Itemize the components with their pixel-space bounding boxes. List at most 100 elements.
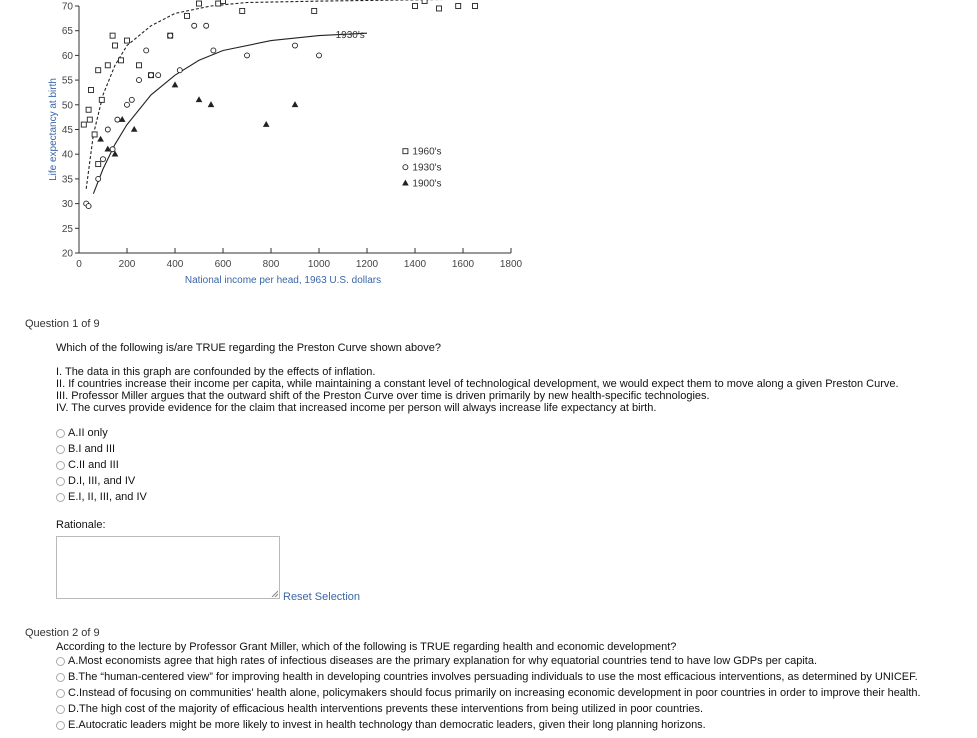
y-tick-label: 30 [62, 199, 74, 210]
point-triangle [262, 120, 270, 127]
point-circle [292, 42, 298, 49]
question-2-header: Question 2 of 9 [25, 627, 100, 639]
preston-curve-chart: 20 25 30 35 40 45 50 55 60 65 70 0 200 400 600 800 1000 1… [40, 0, 540, 290]
chart-legend: 1960's 1930's 1900's [402, 147, 442, 190]
x-tick-label: 600 [215, 259, 232, 270]
point-square [98, 96, 105, 103]
legend-marker-circle [402, 164, 409, 171]
point-circle [85, 203, 92, 210]
point-square [215, 0, 222, 7]
radio-button[interactable] [56, 428, 65, 438]
point-square [436, 5, 442, 12]
question-1-header: Question 1 of 9 [25, 318, 100, 330]
legend-label: 1930's [412, 163, 441, 174]
x-tick-label: 1400 [404, 259, 427, 270]
point-circle [155, 72, 162, 79]
point-square [95, 67, 102, 74]
q1-option-d[interactable]: D.I, III, and IV [56, 475, 135, 487]
q2-option-b[interactable]: B.The “human-centered view” for improvin… [56, 671, 918, 683]
y-tick-label: 35 [62, 174, 74, 185]
q2-option-a[interactable]: A.Most economists agree that high rates … [56, 655, 817, 667]
point-square [85, 106, 92, 113]
rationale-textarea[interactable] [56, 536, 280, 599]
option-label: E.I, II, III, and IV [68, 491, 147, 503]
x-tick-label: 0 [76, 259, 82, 270]
point-circle [114, 116, 121, 123]
resize-grip-icon[interactable] [271, 590, 278, 597]
statement-4: IV. The curves provide evidence for the … [56, 402, 657, 414]
curve-label: 1930's [336, 30, 365, 41]
x-tick-label: 1800 [500, 259, 523, 270]
point-circle [95, 175, 102, 182]
radio-button[interactable] [56, 720, 65, 730]
point-circle [128, 96, 135, 103]
y-tick-label: 50 [62, 100, 74, 111]
reset-selection-link[interactable]: Reset Selection [283, 591, 361, 603]
radio-button[interactable] [56, 688, 65, 698]
question-2-prompt: According to the lecture by Professor Gr… [56, 641, 677, 653]
y-tick-label: 25 [62, 224, 74, 235]
x-tick-label: 200 [119, 259, 136, 270]
option-label: C.Instead of focusing on communities' he… [68, 687, 921, 699]
point-circle [104, 126, 111, 133]
x-tick-label: 1000 [308, 259, 331, 270]
statement-2: II. If countries increase their income p… [56, 378, 899, 390]
q2-option-e[interactable]: E.Autocratic leaders might be more likel… [56, 719, 706, 731]
point-square [239, 7, 246, 14]
y-tick-label: 45 [62, 125, 74, 136]
curve-square [85, 0, 446, 189]
point-square [412, 3, 418, 9]
radio-button[interactable] [56, 656, 65, 666]
radio-button[interactable] [56, 704, 65, 714]
option-label: D.I, III, and IV [68, 475, 136, 487]
point-triangle [171, 81, 179, 88]
point-square [86, 116, 93, 123]
x-tick-label: 400 [167, 259, 184, 270]
q1-option-a[interactable]: A.II only [56, 427, 108, 439]
y-tick-label: 55 [62, 76, 74, 87]
option-label: B.I and III [68, 443, 116, 455]
point-circle [210, 47, 217, 54]
option-label: A.II only [68, 427, 108, 439]
point-square [136, 62, 142, 69]
option-label: B.The “human-centered view” for improvin… [68, 671, 918, 683]
point-square [311, 7, 318, 14]
legend-label: 1900's [412, 179, 441, 190]
q1-option-e[interactable]: E.I, II, III, and IV [56, 491, 147, 503]
option-label: D.The high cost of the majority of effic… [68, 703, 704, 715]
point-triangle [291, 101, 299, 108]
point-square [95, 161, 102, 168]
point-triangle [118, 116, 126, 122]
radio-button[interactable] [56, 492, 65, 502]
point-triangle [104, 145, 112, 152]
point-square [80, 121, 87, 128]
q1-option-b[interactable]: B.I and III [56, 443, 115, 455]
x-axis-title: National income per head, 1963 U.S. doll… [185, 275, 381, 286]
point-square [104, 62, 111, 69]
point-circle [148, 72, 154, 79]
chart-svg: 20 25 30 35 40 45 50 55 60 65 70 0 200 400 600 800 1000 1… [48, 0, 523, 286]
q2-option-d[interactable]: D.The high cost of the majority of effic… [56, 703, 703, 715]
curve-circle [92, 32, 368, 194]
option-label: E.Autocratic leaders might be more likel… [68, 719, 706, 731]
point-circle [176, 67, 183, 74]
q1-option-c[interactable]: C.II and III [56, 459, 119, 471]
point-circle [109, 146, 116, 153]
point-circle [244, 52, 250, 59]
point-square [109, 32, 116, 39]
point-circle [100, 156, 106, 163]
radio-button[interactable] [56, 476, 65, 486]
point-circle [136, 77, 142, 84]
point-square [184, 12, 190, 19]
x-tick-label: 800 [263, 259, 280, 270]
rationale-label: Rationale: [56, 519, 106, 531]
point-square [472, 3, 478, 9]
radio-button[interactable] [56, 460, 65, 470]
radio-button[interactable] [56, 672, 65, 682]
point-circle [143, 47, 150, 54]
q2-option-c[interactable]: C.Instead of focusing on communities' he… [56, 687, 921, 699]
point-square [118, 57, 124, 64]
point-circle [124, 101, 130, 108]
point-triangle [130, 125, 138, 132]
radio-button[interactable] [56, 444, 65, 454]
